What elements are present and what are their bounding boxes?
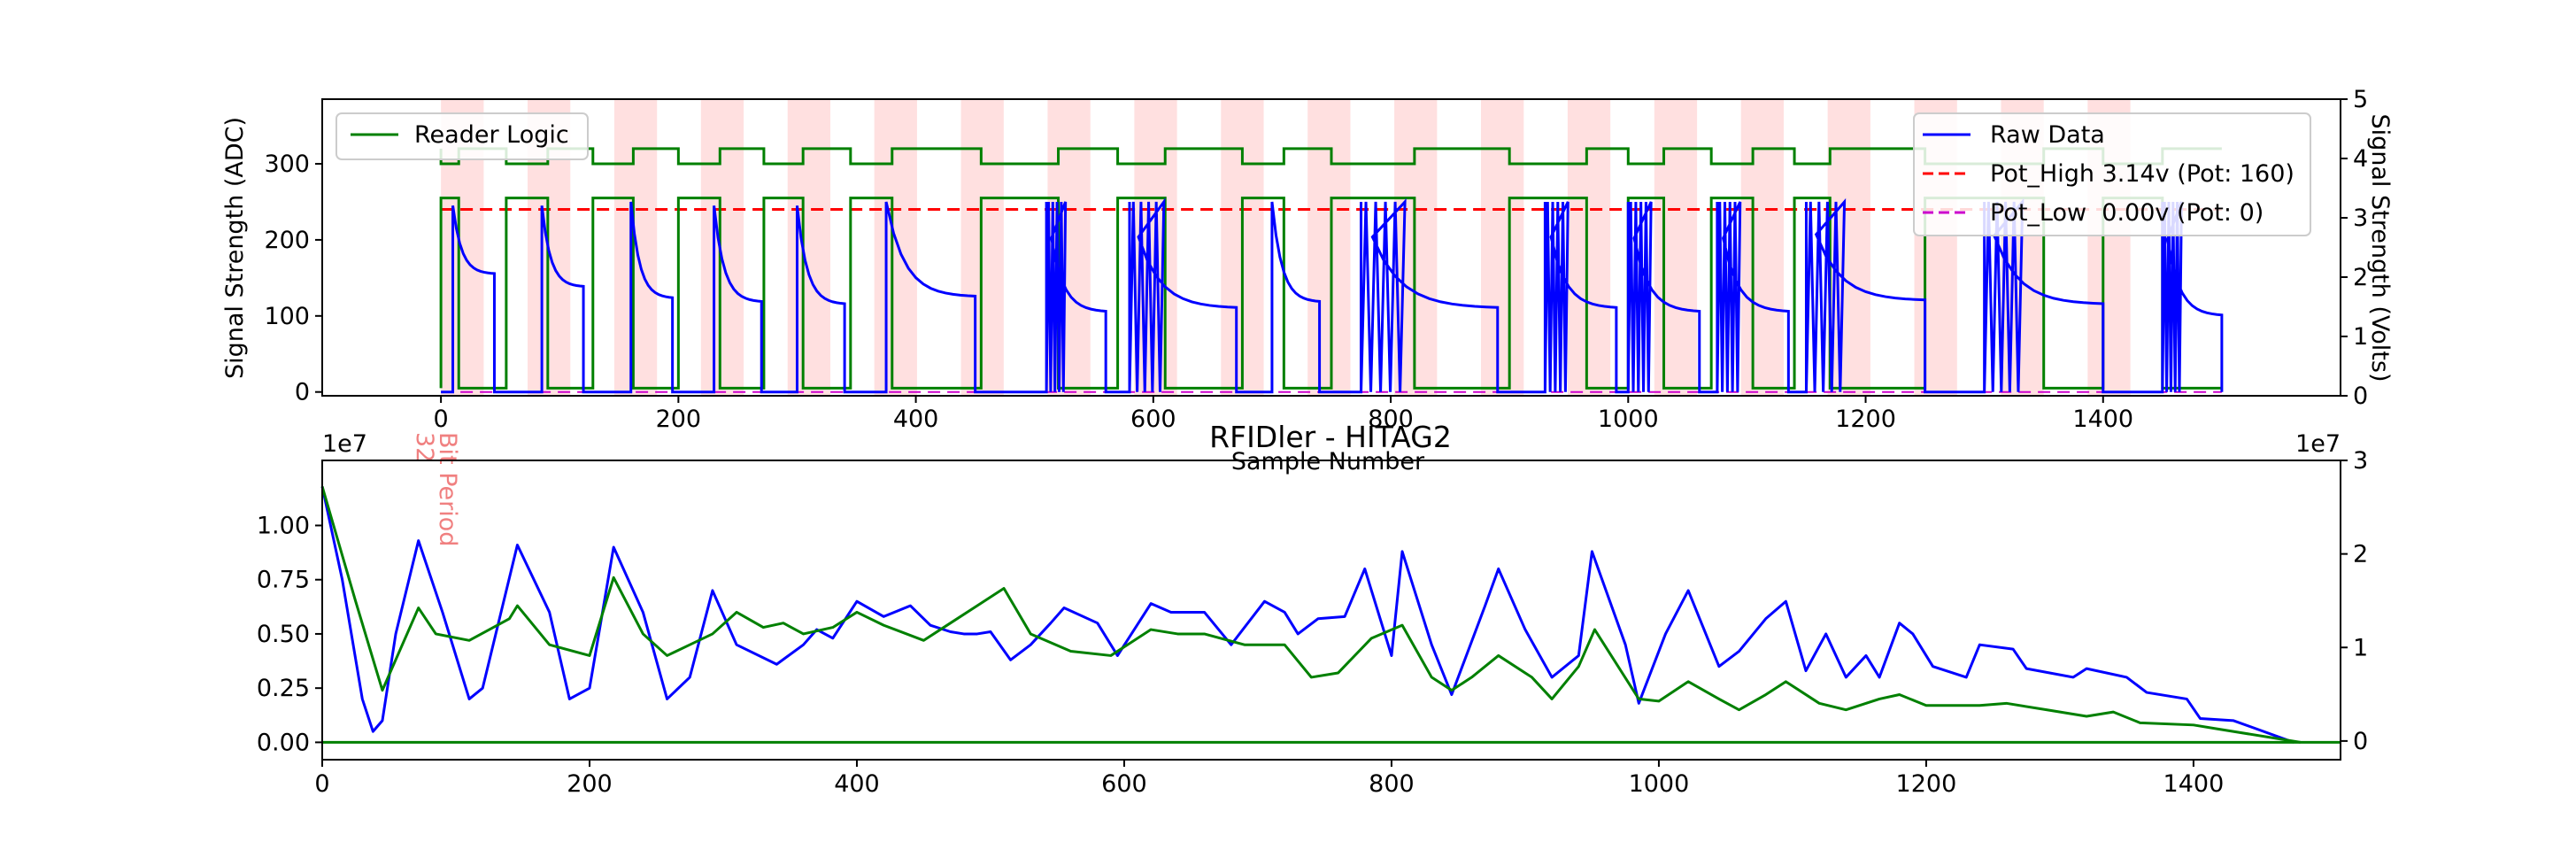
bottom-x-tick-label: 1200 xyxy=(1896,770,1957,798)
top-y-tick-label: 100 xyxy=(264,303,310,330)
bottom-y-ticks: 0.00 0.25 0.50 0.75 1.00 xyxy=(257,512,322,756)
bottom-x-tick-label: 0 xyxy=(314,770,329,798)
legend-right-frame xyxy=(1913,112,2311,236)
top-x-tick-label: 1200 xyxy=(1835,406,1896,433)
top-x-tick-label: 600 xyxy=(1130,406,1176,433)
top-x-tick-label: 400 xyxy=(893,406,939,433)
legend-label-raw-data: Raw Data xyxy=(1990,121,2105,149)
top-y-ticks: 0 100 200 300 xyxy=(264,151,322,406)
bottom-y-tick-label: 1.00 xyxy=(257,512,310,539)
top-legend-left: Reader Logic xyxy=(335,112,589,160)
bit-period-band xyxy=(874,99,917,396)
legend-label-pot-low: Pot_Low 0.00v (Pot: 0) xyxy=(1990,199,2264,227)
bit-period-band xyxy=(1654,99,1698,396)
bit-period-band xyxy=(1307,99,1351,396)
top-y-axis-label: Signal Strength (ADC) xyxy=(221,117,249,379)
bottom-y2-tick-label: 2 xyxy=(2353,541,2368,568)
legend-label-pot-high: Pot_High 3.14v (Pot: 160) xyxy=(1990,160,2294,188)
bottom-x-tick-label: 1000 xyxy=(1629,770,1690,798)
top-y2-tick-label: 4 xyxy=(2353,145,2368,173)
top-y2-tick-label: 2 xyxy=(2353,264,2368,291)
top-legend-right: Raw Data Pot_High 3.14v (Pot: 160) Pot_L… xyxy=(1913,112,2311,236)
bottom-x-tick-label: 800 xyxy=(1369,770,1415,798)
top-x-ticks: 0 200 400 600 800 1000 1200 1400 xyxy=(434,396,2133,433)
bit-period-band xyxy=(1480,99,1524,396)
reader-logic-lower-line xyxy=(439,197,2222,390)
bottom-x-ticks: 0 200 400 600 800 1000 1200 1400 xyxy=(314,760,2224,798)
bit-period-value: 32 xyxy=(411,432,438,462)
top-x-tick-label: 800 xyxy=(1368,406,1414,433)
raw-data-line xyxy=(441,197,2224,394)
top-x-tick-label: 200 xyxy=(656,406,702,433)
bottom-y-tick-label: 0.50 xyxy=(257,621,310,648)
reader-logic-upper-line xyxy=(439,147,2222,166)
top-y2-ticks: 0 1 2 3 4 5 xyxy=(2341,86,2368,410)
bottom-x-tick-label: 200 xyxy=(567,770,613,798)
bottom-y2-tick-label: 0 xyxy=(2353,728,2368,755)
top-axes-frame xyxy=(321,98,2341,397)
bottom-y2-ticks: 0 1 2 3 xyxy=(2341,447,2368,755)
bottom-y-tick-label: 0.75 xyxy=(257,567,310,594)
top-x-tick-label: 0 xyxy=(434,406,449,433)
top-y2-axis-label: Signal Strength (Volts) xyxy=(2366,113,2394,382)
bit-period-label: Bit Period xyxy=(434,432,461,546)
top-x-axis-label: Sample Number xyxy=(1231,448,1425,475)
bit-period-band xyxy=(787,99,831,396)
bottom-y-offset-label: 1e7 xyxy=(322,430,367,458)
top-x-tick-label: 1400 xyxy=(2072,406,2133,433)
bottom-chart-title: RFIDler - HITAG2 xyxy=(1209,420,1452,454)
bottom-x-tick-label: 600 xyxy=(1101,770,1147,798)
bottom-y-tick-label: 0.00 xyxy=(257,729,310,756)
bottom-y2-tick-label: 3 xyxy=(2353,447,2368,475)
top-y-tick-label: 0 xyxy=(295,379,310,406)
top-y-tick-label: 300 xyxy=(264,151,310,178)
bottom-chart: 0 200 400 600 800 1000 1200 1400 0.000.250.500.… xyxy=(257,420,2368,798)
top-y2-tick-label: 3 xyxy=(2353,205,2368,232)
top-chart: 0 200 400 600 800 1000 1200 1400 0 100 200 300 0 1 2… xyxy=(221,86,2394,546)
bottom-x-tick-label: 400 xyxy=(834,770,880,798)
top-y2-tick-label: 5 xyxy=(2353,86,2368,113)
bit-period-band xyxy=(1740,99,1784,396)
bottom-x-tick-label: 1400 xyxy=(2163,770,2225,798)
bottom-y2-tick-label: 1 xyxy=(2353,634,2368,661)
green-series-line xyxy=(320,485,2301,744)
bit-period-band xyxy=(700,99,744,396)
bottom-y-tick-label: 0.25 xyxy=(257,675,310,702)
blue-series-line xyxy=(320,486,2294,744)
bit-period-band xyxy=(1567,99,1611,396)
bottom-plot-lines xyxy=(320,485,2341,744)
top-y2-tick-label: 0 xyxy=(2353,382,2368,410)
legend-left-frame xyxy=(335,112,589,160)
bottom-axes-frame xyxy=(321,460,2341,761)
bottom-y2-offset-label: 1e7 xyxy=(2295,430,2341,458)
top-x-tick-label: 1000 xyxy=(1598,406,1659,433)
top-y-tick-label: 200 xyxy=(264,227,310,254)
top-y2-tick-label: 1 xyxy=(2353,323,2368,351)
legend-label-reader-logic: Reader Logic xyxy=(414,121,569,149)
